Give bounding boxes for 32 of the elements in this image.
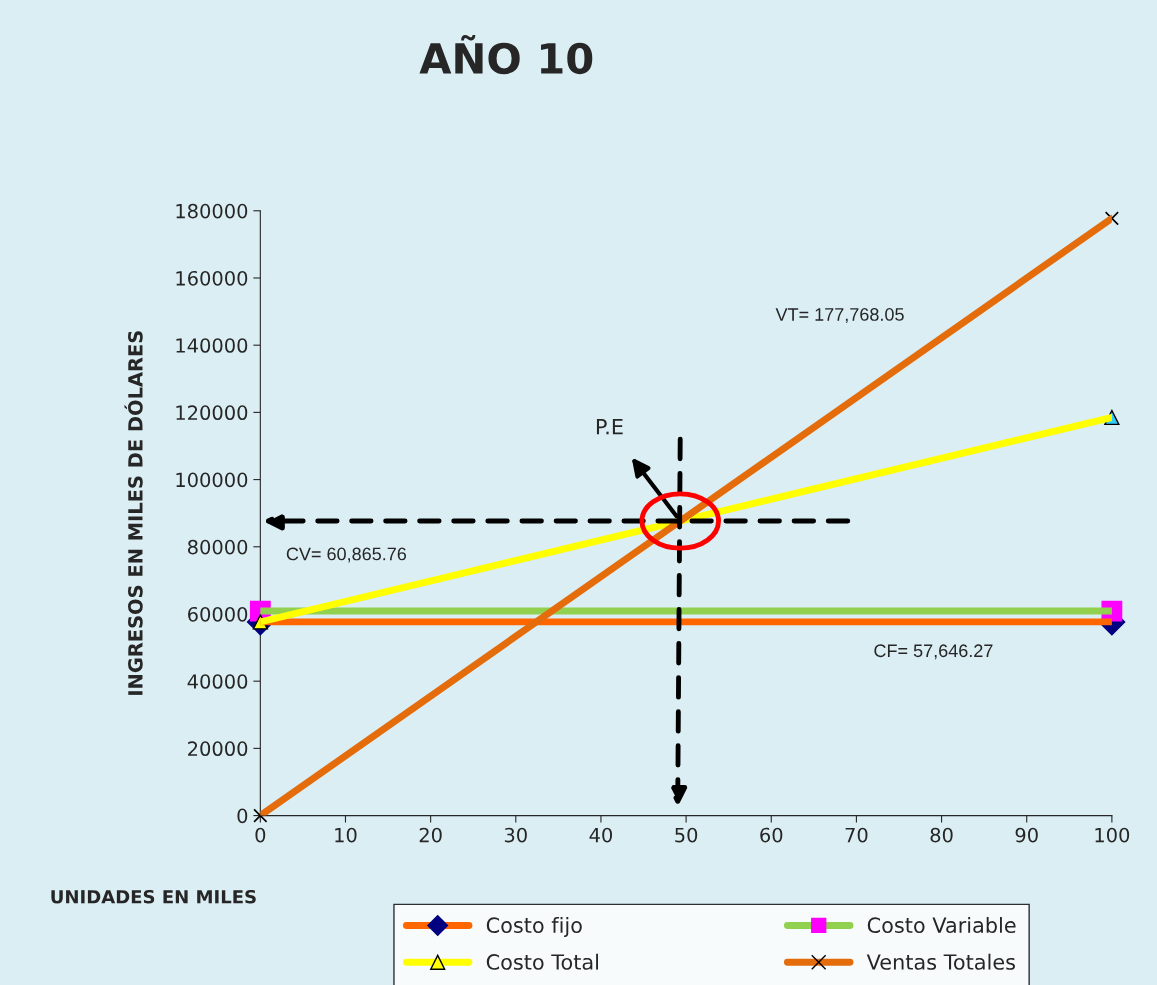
y-tick-label: 60000 [188, 606, 248, 622]
x-tick-label: 100 [1095, 827, 1130, 843]
x-tick-label: 60 [760, 827, 783, 843]
x-tick-label: 50 [675, 827, 698, 843]
y-tick-label: 20000 [188, 741, 248, 757]
y-tick-label: 180000 [176, 203, 248, 219]
annotation: VT= 177,768.05 [775, 308, 904, 323]
annotation: CF= 57,646.27 [874, 644, 993, 660]
x-tick-label: 90 [1015, 827, 1038, 843]
legend-label: Ventas Totales [866, 953, 1015, 970]
y-tick-label: 140000 [176, 338, 248, 353]
y-tick-label: 0 [237, 808, 248, 824]
y-tick-label: 40000 [187, 674, 248, 689]
y-tick-label: 100000 [176, 472, 248, 488]
legend-label: Costo Variable [867, 916, 1016, 934]
x-tick-label: 80 [930, 827, 953, 843]
y-axis-title: INGRESOS EN MILES DE DÓLARES [124, 331, 143, 695]
chart-title: AÑO 10 [419, 34, 593, 75]
x-tick-label: 30 [504, 827, 527, 843]
x-tick-label: 40 [589, 827, 613, 843]
y-tick-label: 80000 [187, 539, 248, 555]
annotation: CV= 60,865.76 [286, 547, 407, 563]
annotation: P.E [596, 419, 623, 435]
x-tick-label: 70 [845, 827, 868, 843]
y-tick-label: 160000 [176, 270, 248, 286]
x-axis-title: UNIDADES EN MILES [51, 889, 256, 904]
x-tick-label: 0 [255, 827, 266, 843]
legend-label: Costo fijo [486, 916, 582, 938]
x-tick-label: 20 [419, 827, 442, 843]
legend-label: Costo Total [486, 953, 598, 970]
x-tick-label: 10 [335, 827, 357, 843]
y-tick-label: 120000 [176, 405, 248, 421]
